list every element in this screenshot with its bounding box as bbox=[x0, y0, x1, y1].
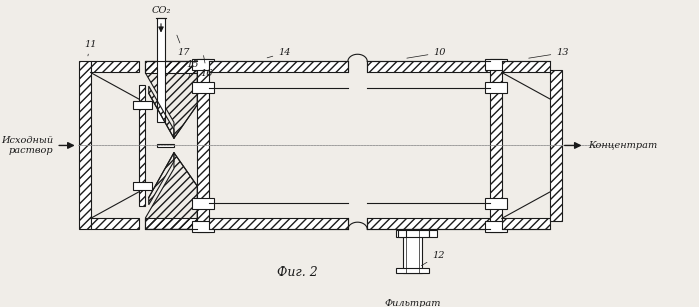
Text: Фиг. 2: Фиг. 2 bbox=[277, 266, 318, 279]
Bar bbox=[157, 18, 165, 122]
Text: 17: 17 bbox=[177, 35, 190, 57]
Bar bbox=[550, 70, 562, 221]
Text: 13: 13 bbox=[528, 48, 569, 58]
Text: 15: 15 bbox=[187, 60, 199, 79]
Bar bbox=[91, 218, 139, 229]
Bar bbox=[197, 59, 209, 232]
Text: 11: 11 bbox=[85, 40, 96, 56]
Bar bbox=[490, 59, 502, 232]
Bar bbox=[502, 218, 550, 229]
Bar bbox=[367, 61, 490, 72]
Bar bbox=[367, 218, 490, 229]
Text: Фильтрат: Фильтрат bbox=[384, 299, 441, 307]
Bar bbox=[192, 82, 214, 93]
Bar bbox=[485, 198, 507, 208]
Text: CO₂: CO₂ bbox=[151, 6, 171, 15]
Text: 12: 12 bbox=[421, 251, 445, 266]
Bar bbox=[485, 59, 507, 70]
Text: 14: 14 bbox=[267, 48, 291, 58]
Bar bbox=[145, 218, 197, 229]
Bar bbox=[396, 230, 429, 237]
Bar bbox=[403, 229, 421, 273]
Bar bbox=[485, 221, 507, 232]
Text: 16: 16 bbox=[201, 56, 213, 78]
Bar bbox=[133, 101, 152, 109]
Bar bbox=[485, 82, 507, 93]
Text: 10: 10 bbox=[407, 48, 446, 58]
Bar bbox=[192, 59, 214, 70]
Bar bbox=[157, 144, 174, 147]
Bar bbox=[429, 230, 437, 237]
Text: Исходный
раствор: Исходный раствор bbox=[1, 136, 53, 155]
Bar bbox=[91, 61, 139, 72]
Bar bbox=[133, 182, 152, 190]
Bar bbox=[209, 61, 348, 72]
Bar bbox=[192, 198, 214, 208]
Bar bbox=[192, 221, 214, 232]
Bar bbox=[398, 230, 406, 237]
Bar bbox=[145, 61, 197, 73]
Bar bbox=[209, 218, 348, 229]
Bar bbox=[139, 85, 145, 206]
Bar bbox=[79, 61, 91, 229]
Bar bbox=[396, 268, 429, 273]
Bar bbox=[502, 61, 550, 72]
Text: Концентрат: Концентрат bbox=[588, 141, 657, 150]
